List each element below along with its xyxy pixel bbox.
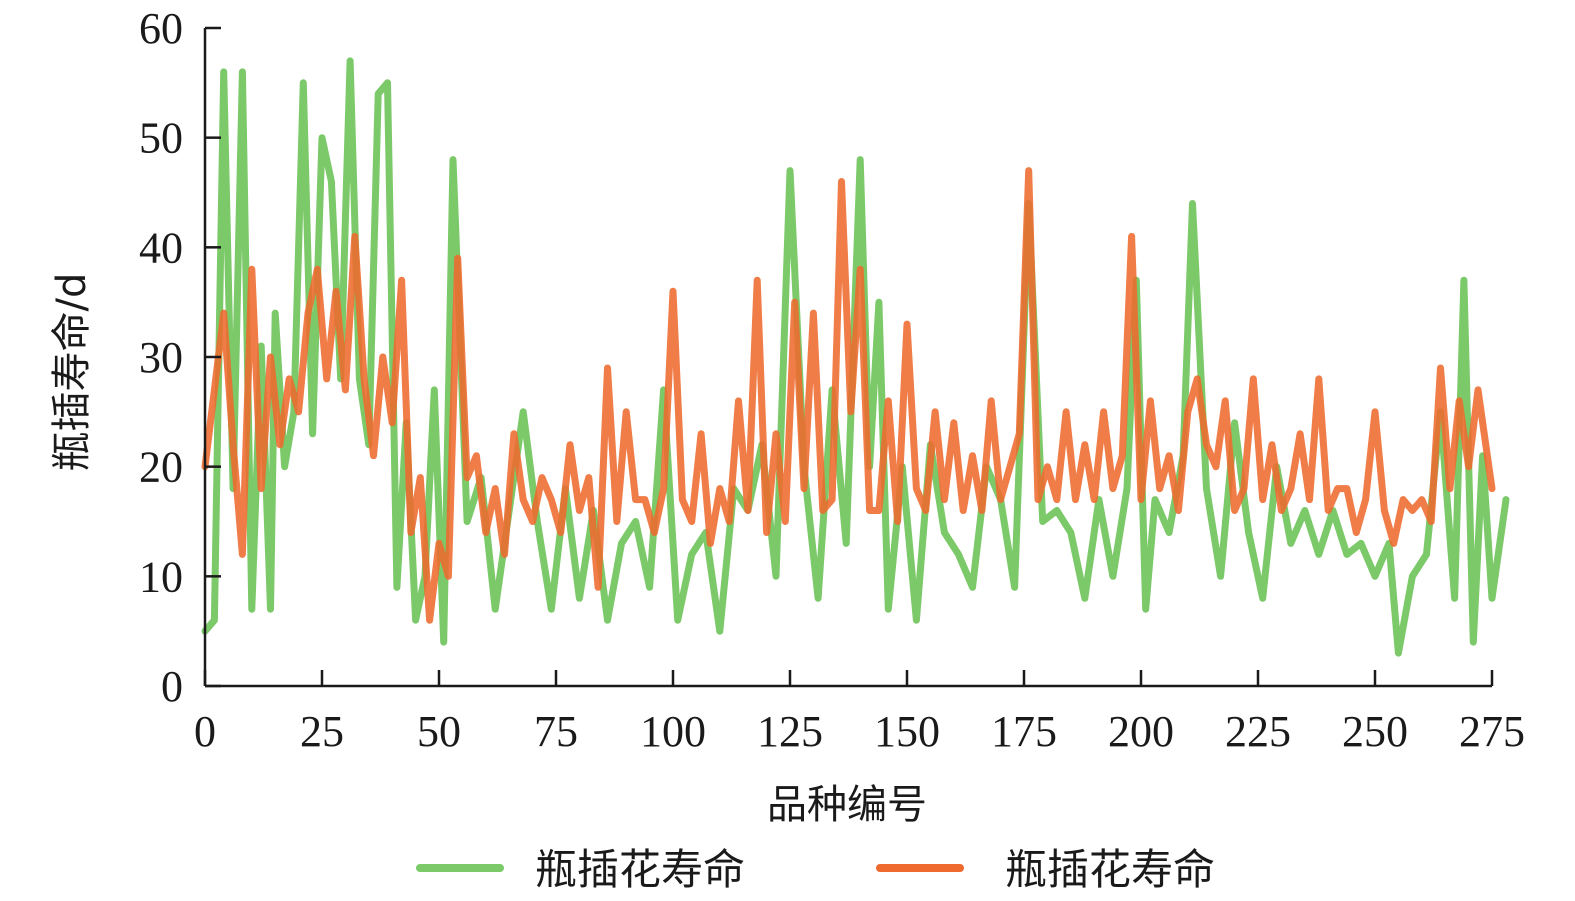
y-tick-label: 50 xyxy=(139,114,183,163)
legend: 瓶插花寿命 瓶插花寿命 xyxy=(416,845,1215,894)
series-layer xyxy=(201,57,1510,657)
series-line-orange xyxy=(201,167,1496,624)
x-tick-label: 275 xyxy=(1459,707,1525,756)
x-tick-label: 50 xyxy=(417,707,461,756)
y-tick-label: 30 xyxy=(139,333,183,382)
legend-label-green: 瓶插花寿命 xyxy=(535,845,745,894)
y-tick-label: 40 xyxy=(139,223,183,272)
x-tick-label: 100 xyxy=(640,707,706,756)
x-tick-label: 250 xyxy=(1342,707,1408,756)
x-tick-label: 150 xyxy=(874,707,940,756)
ticks: 0 10 20 30 40 50 60 0 25 50 75 100 125 150 175 200 225 25… xyxy=(139,4,1525,756)
legend-label-orange: 瓶插花寿命 xyxy=(1005,845,1215,894)
x-tick-label: 225 xyxy=(1225,707,1291,756)
y-axis-title: 瓶插寿命/d xyxy=(49,273,95,472)
y-tick-label: 10 xyxy=(139,552,183,601)
y-tick-label: 20 xyxy=(139,443,183,492)
x-tick-label: 75 xyxy=(534,707,578,756)
x-tick-label: 25 xyxy=(300,707,344,756)
y-tick-label: 60 xyxy=(139,4,183,53)
x-tick-label: 200 xyxy=(1108,707,1174,756)
x-axis-title: 品种编号 xyxy=(767,782,927,828)
y-tick-label: 0 xyxy=(161,662,183,711)
x-tick-label: 0 xyxy=(194,707,216,756)
x-tick-label: 125 xyxy=(757,707,823,756)
x-tick-label: 175 xyxy=(991,707,1057,756)
